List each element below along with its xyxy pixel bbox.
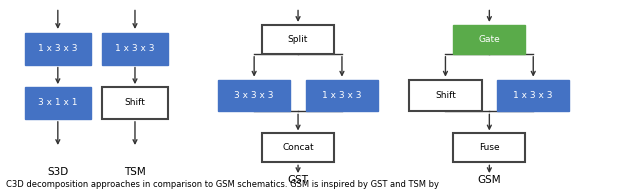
FancyBboxPatch shape <box>218 80 290 111</box>
Text: Gate: Gate <box>479 35 500 44</box>
Text: C3D decomposition approaches in comparison to GSM schematics. GSM is inspired by: C3D decomposition approaches in comparis… <box>6 180 440 189</box>
FancyBboxPatch shape <box>102 87 168 119</box>
Text: Fuse: Fuse <box>479 143 500 152</box>
FancyBboxPatch shape <box>410 80 481 111</box>
Text: Shift: Shift <box>435 91 456 100</box>
Text: 1 x 3 x 3: 1 x 3 x 3 <box>322 91 362 100</box>
Text: S3D: S3D <box>47 167 68 177</box>
FancyBboxPatch shape <box>25 87 91 119</box>
Text: Concat: Concat <box>282 143 314 152</box>
FancyBboxPatch shape <box>497 80 570 111</box>
Text: GSM: GSM <box>477 175 501 185</box>
FancyBboxPatch shape <box>262 133 334 162</box>
Text: TSM: TSM <box>124 167 146 177</box>
Text: 1 x 3 x 3: 1 x 3 x 3 <box>115 44 155 53</box>
Text: Shift: Shift <box>125 99 145 108</box>
Text: GST: GST <box>287 175 308 185</box>
Text: 3 x 3 x 3: 3 x 3 x 3 <box>234 91 274 100</box>
FancyBboxPatch shape <box>306 80 378 111</box>
Text: 3 x 1 x 1: 3 x 1 x 1 <box>38 99 77 108</box>
FancyBboxPatch shape <box>102 33 168 65</box>
Text: 1 x 3 x 3: 1 x 3 x 3 <box>513 91 553 100</box>
FancyBboxPatch shape <box>453 133 525 162</box>
Text: Split: Split <box>288 35 308 44</box>
FancyBboxPatch shape <box>262 25 334 54</box>
FancyBboxPatch shape <box>25 33 91 65</box>
FancyBboxPatch shape <box>453 25 525 54</box>
Text: 1 x 3 x 3: 1 x 3 x 3 <box>38 44 77 53</box>
